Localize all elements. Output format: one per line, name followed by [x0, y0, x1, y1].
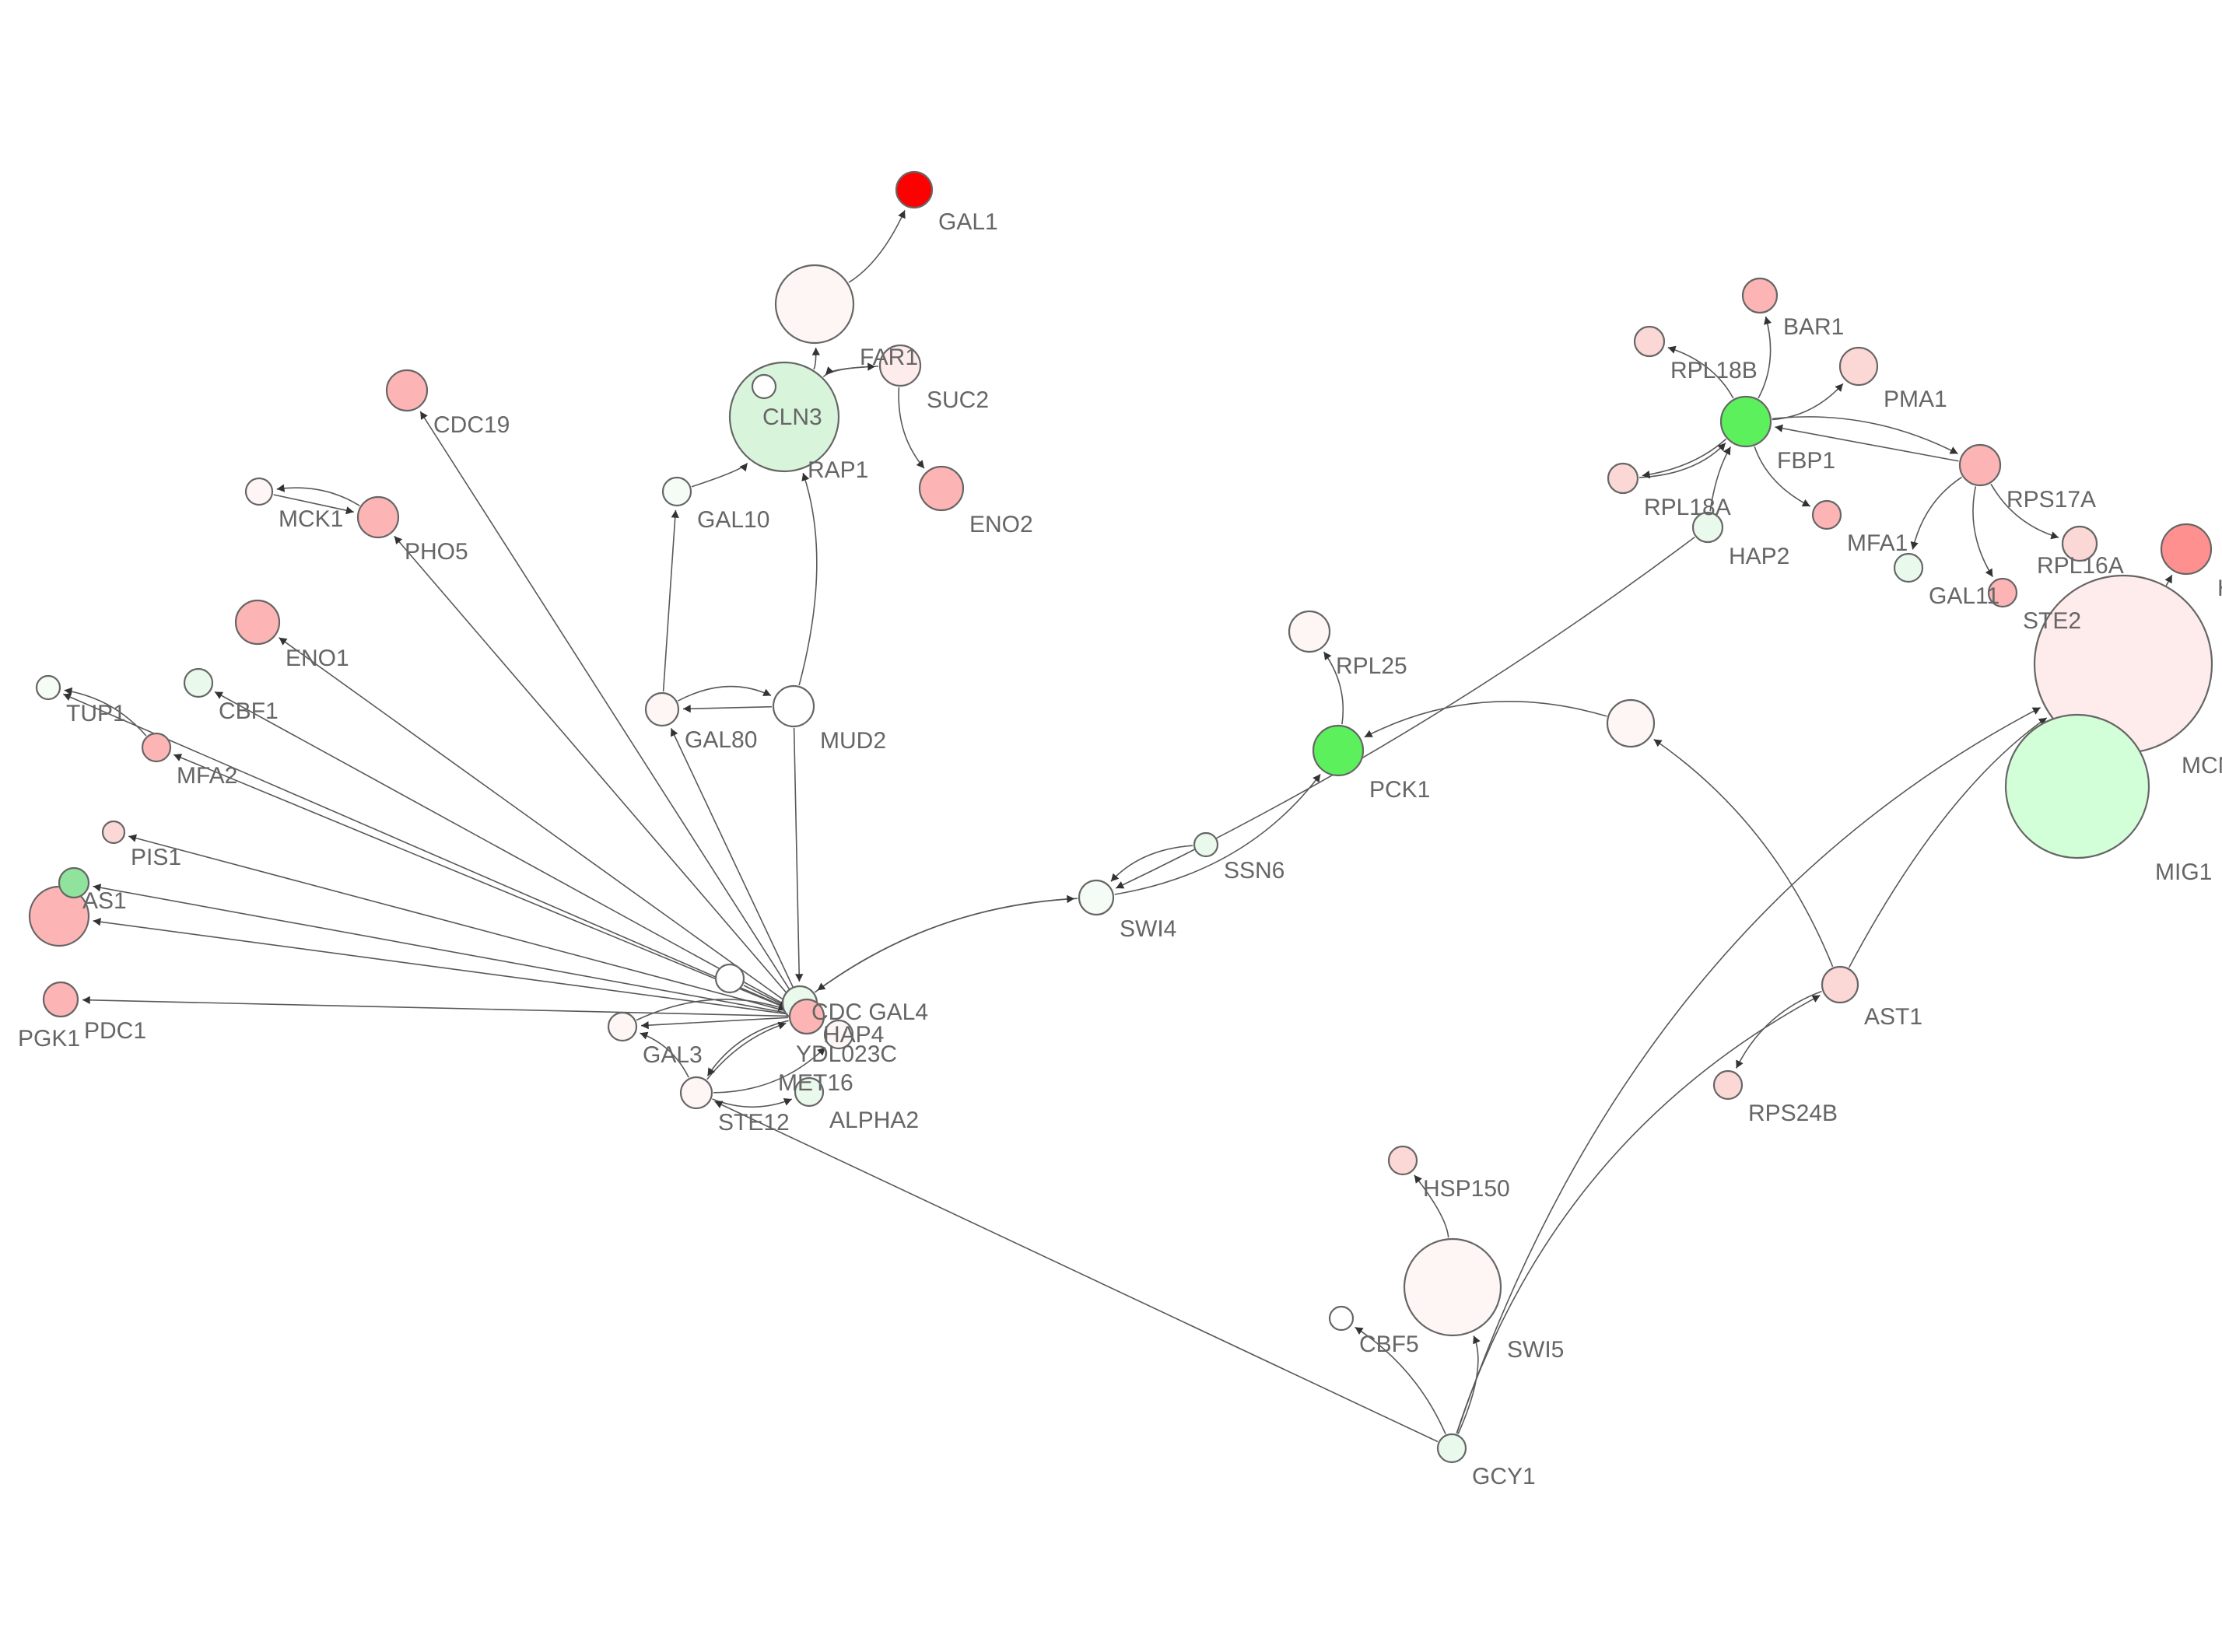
svg-text:MCK1: MCK1 — [279, 506, 343, 532]
svg-text:GAL80: GAL80 — [685, 727, 757, 753]
svg-text:CDC GAL4: CDC GAL4 — [811, 999, 928, 1025]
svg-text:AS1: AS1 — [82, 888, 127, 914]
svg-text:RPL16A: RPL16A — [2037, 553, 2124, 579]
svg-text:GAL1: GAL1 — [938, 209, 998, 235]
svg-text:PMA1: PMA1 — [1884, 387, 1947, 412]
svg-text:GAL3: GAL3 — [643, 1042, 703, 1068]
svg-text:ENO2: ENO2 — [969, 512, 1033, 537]
svg-text:MFA1: MFA1 — [1847, 530, 1908, 556]
svg-text:ENO1: ENO1 — [286, 646, 349, 671]
svg-text:PIS1: PIS1 — [131, 845, 181, 870]
svg-text:CLN3: CLN3 — [762, 404, 822, 430]
svg-text:MUD2: MUD2 — [820, 728, 886, 754]
svg-text:PHO5: PHO5 — [405, 539, 468, 565]
svg-text:RPS17A: RPS17A — [2006, 487, 2096, 513]
svg-text:GCY1: GCY1 — [1472, 1464, 1536, 1489]
svg-text:YDL023C: YDL023C — [796, 1041, 897, 1067]
svg-text:MIG1: MIG1 — [2155, 859, 2212, 885]
svg-text:PDC1: PDC1 — [84, 1018, 146, 1044]
svg-text:MCM1: MCM1 — [2182, 753, 2222, 779]
svg-text:RPL25: RPL25 — [1336, 653, 1407, 679]
svg-text:MFA2: MFA2 — [177, 763, 237, 789]
svg-text:AST1: AST1 — [1864, 1004, 1922, 1030]
svg-text:RPS24B: RPS24B — [1748, 1101, 1838, 1126]
svg-text:RAP1: RAP1 — [808, 457, 868, 483]
svg-text:PCK1: PCK1 — [1369, 777, 1430, 803]
svg-text:HAP2: HAP2 — [1729, 544, 1789, 569]
svg-text:SWI4: SWI4 — [1120, 916, 1176, 942]
svg-text:SSN6: SSN6 — [1224, 858, 1284, 884]
svg-text:GAL10: GAL10 — [697, 507, 769, 533]
svg-text:STE2: STE2 — [2023, 608, 2081, 634]
svg-text:CBF5: CBF5 — [1359, 1332, 1419, 1357]
svg-text:FBP1: FBP1 — [1777, 448, 1835, 474]
svg-text:HIS4: HIS4 — [2217, 576, 2222, 601]
svg-text:ALPHA2: ALPHA2 — [829, 1108, 919, 1133]
svg-text:RPL18B: RPL18B — [1670, 358, 1758, 383]
svg-text:SUC2: SUC2 — [927, 387, 989, 413]
svg-text:FAR1: FAR1 — [860, 345, 918, 370]
svg-text:RPL18A: RPL18A — [1644, 495, 1731, 520]
svg-text:STE12: STE12 — [718, 1110, 790, 1136]
svg-text:GAL11: GAL11 — [1929, 583, 1999, 609]
svg-text:SWI5: SWI5 — [1507, 1337, 1564, 1363]
svg-text:PGK1: PGK1 — [18, 1026, 80, 1052]
svg-text:CBF1: CBF1 — [219, 698, 279, 724]
svg-text:BAR1: BAR1 — [1783, 314, 1844, 340]
svg-text:HSP150: HSP150 — [1423, 1176, 1510, 1202]
svg-text:MET16: MET16 — [778, 1070, 853, 1096]
svg-text:CDC19: CDC19 — [433, 412, 510, 438]
svg-text:TUP1: TUP1 — [66, 701, 126, 726]
